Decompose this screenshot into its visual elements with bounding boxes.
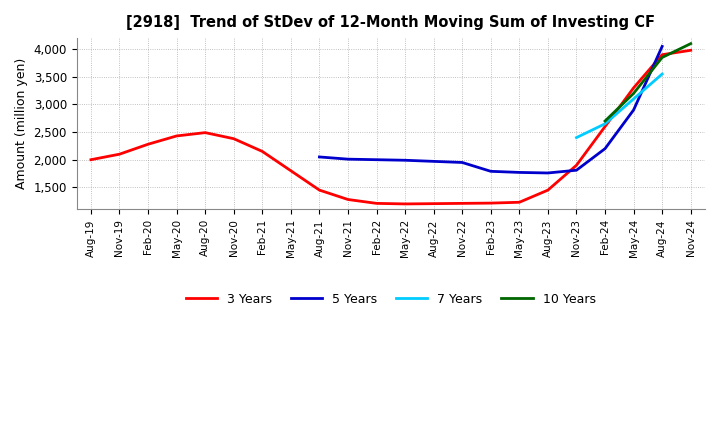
Y-axis label: Amount (million yen): Amount (million yen) [15, 58, 28, 189]
3 Years [629, 85, 638, 91]
10 Years [658, 55, 667, 60]
7 Years [658, 71, 667, 77]
3 Years [429, 201, 438, 206]
3 Years [458, 201, 467, 206]
3 Years [658, 52, 667, 57]
Line: 5 Years: 5 Years [320, 46, 662, 173]
5 Years [572, 168, 581, 173]
7 Years [600, 121, 609, 126]
3 Years [315, 187, 324, 193]
Line: 7 Years: 7 Years [577, 74, 662, 138]
Line: 10 Years: 10 Years [605, 44, 690, 121]
3 Years [201, 130, 210, 135]
3 Years [287, 168, 295, 173]
10 Years [600, 118, 609, 124]
3 Years [86, 157, 95, 162]
3 Years [544, 187, 552, 193]
5 Years [343, 157, 352, 162]
5 Years [458, 160, 467, 165]
3 Years [172, 133, 181, 139]
5 Years [600, 146, 609, 151]
3 Years [258, 149, 266, 154]
10 Years [686, 41, 695, 46]
5 Years [629, 107, 638, 113]
5 Years [401, 158, 410, 163]
5 Years [315, 154, 324, 160]
5 Years [515, 170, 523, 175]
5 Years [544, 170, 552, 176]
10 Years [629, 91, 638, 96]
Title: [2918]  Trend of StDev of 12-Month Moving Sum of Investing CF: [2918] Trend of StDev of 12-Month Moving… [126, 15, 655, 30]
7 Years [572, 135, 581, 140]
5 Years [487, 169, 495, 174]
5 Years [658, 44, 667, 49]
3 Years [343, 197, 352, 202]
5 Years [372, 157, 381, 162]
3 Years [372, 201, 381, 206]
3 Years [230, 136, 238, 141]
3 Years [115, 151, 124, 157]
5 Years [429, 159, 438, 164]
3 Years [401, 201, 410, 206]
3 Years [572, 163, 581, 168]
3 Years [144, 142, 153, 147]
Line: 3 Years: 3 Years [91, 50, 690, 204]
Legend: 3 Years, 5 Years, 7 Years, 10 Years: 3 Years, 5 Years, 7 Years, 10 Years [181, 288, 600, 311]
3 Years [487, 201, 495, 206]
7 Years [629, 96, 638, 102]
3 Years [686, 48, 695, 53]
3 Years [600, 124, 609, 129]
3 Years [515, 200, 523, 205]
